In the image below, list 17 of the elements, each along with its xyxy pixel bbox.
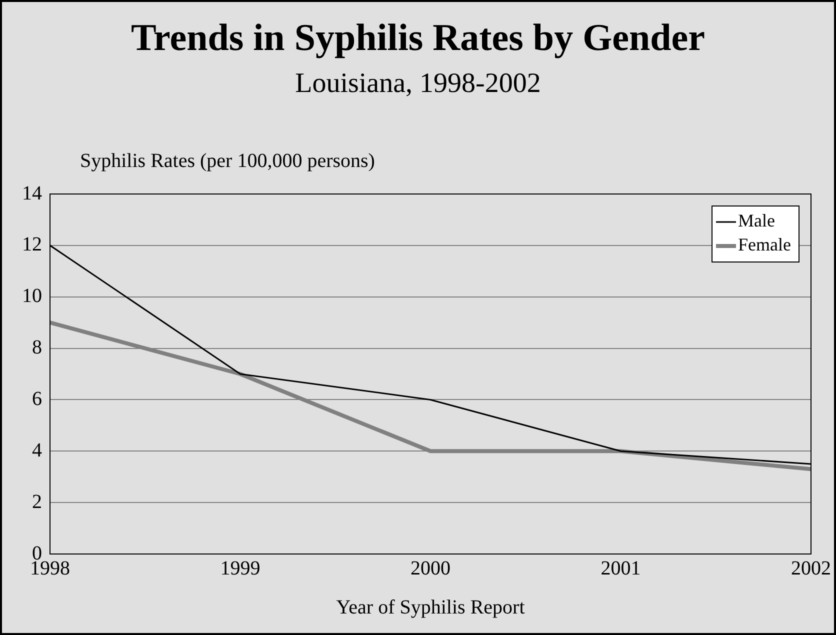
x-tick-label: 2002 [791, 557, 831, 580]
x-tick-label: 2001 [600, 557, 641, 580]
y-tick-label: 8 [32, 336, 42, 359]
chart-subtitle: Louisiana, 1998-2002 [294, 68, 542, 100]
x-tick-label: 1999 [220, 557, 260, 580]
legend-label: Female [738, 234, 792, 255]
x-tick-label: 2000 [410, 557, 450, 580]
legend-label: Male [738, 210, 776, 231]
x-axis-title: Year of Syphilis Report [336, 596, 526, 618]
chart-title: Trends in Syphilis Rates by Gender [130, 16, 706, 60]
y-axis-title: Syphilis Rates (per 100,000 persons) [80, 150, 375, 173]
y-tick-label: 14 [22, 182, 42, 204]
y-tick-label: 6 [32, 388, 42, 410]
y-tick-label: 12 [22, 234, 42, 256]
y-tick-label: 2 [32, 490, 42, 513]
y-tick-label: 4 [32, 439, 42, 462]
y-tick-label: 10 [22, 285, 42, 308]
